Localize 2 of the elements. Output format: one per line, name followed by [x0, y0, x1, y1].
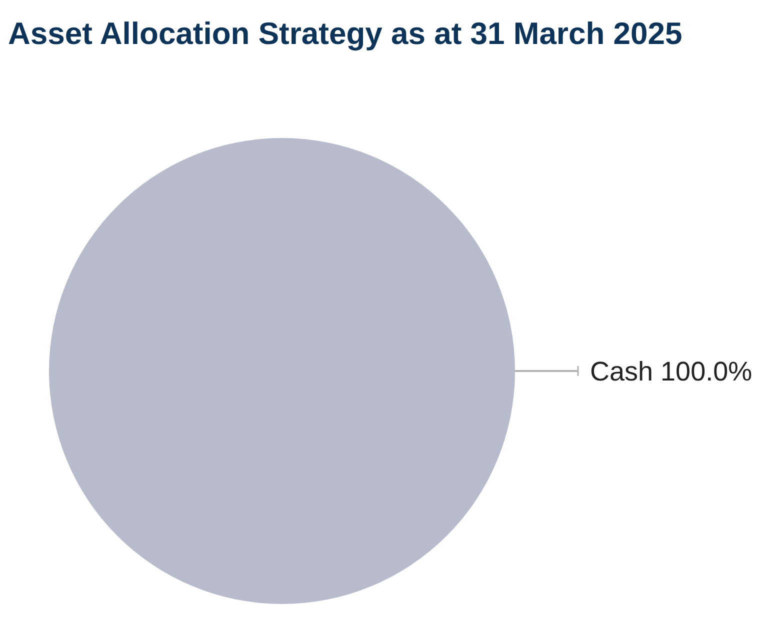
slice-label: Cash 100.0% [590, 356, 752, 386]
chart-title: Asset Allocation Strategy as at 31 March 2025 [8, 16, 682, 51]
